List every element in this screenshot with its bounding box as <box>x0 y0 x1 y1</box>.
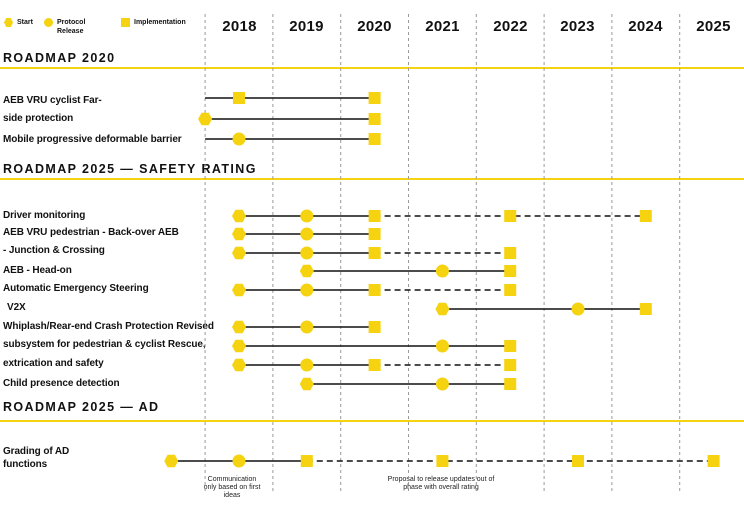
legend-start-label: Start <box>17 19 33 26</box>
protocol-marker <box>571 302 585 316</box>
row-label: Automatic Emergency Steering <box>3 283 149 294</box>
start-marker <box>435 302 450 316</box>
protocol-marker <box>300 283 314 297</box>
protocol-marker <box>300 209 314 223</box>
start-marker <box>299 377 314 391</box>
start-marker <box>232 320 246 334</box>
implementation-marker <box>639 303 652 315</box>
section-divider <box>0 178 744 180</box>
implementation-marker <box>504 284 517 296</box>
implementation-marker <box>368 247 381 259</box>
section-title-ad: ROADMAP 2025 — AD <box>3 400 160 414</box>
implementation-marker <box>504 247 517 259</box>
protocol-circle-icon <box>44 18 53 27</box>
year-2023: 2023 <box>560 18 595 35</box>
row-label: - Junction & Crossing <box>3 245 105 256</box>
year-2025: 2025 <box>696 18 731 35</box>
implementation-marker <box>504 359 517 371</box>
start-marker <box>198 112 213 126</box>
implementation-marker <box>368 228 381 240</box>
section-title-roadmap-2020: ROADMAP 2020 <box>3 51 116 65</box>
year-2020: 2020 <box>357 18 392 35</box>
section-divider <box>0 67 744 69</box>
year-2019: 2019 <box>289 18 324 35</box>
row-label: Mobile progressive deformable barrier <box>3 134 182 145</box>
year-2021: 2021 <box>425 18 460 35</box>
start-marker <box>232 227 246 241</box>
row-label: side protection <box>3 113 74 124</box>
row-label: AEB VRU cyclist Far- <box>3 95 102 106</box>
implementation-marker <box>504 265 517 277</box>
row-label: AEB - Head-on <box>3 265 72 276</box>
implementation-marker <box>639 210 652 222</box>
note-communication: Communication only based on first ideas <box>203 476 261 499</box>
legend-protocol-label: Protocol Release <box>57 19 86 35</box>
protocol-marker <box>435 339 449 353</box>
implementation-marker <box>504 378 517 390</box>
protocol-marker <box>232 132 246 146</box>
implementation-marker <box>368 92 381 104</box>
implementation-marker <box>436 455 449 467</box>
implementation-marker <box>233 92 245 104</box>
row-label: functions <box>3 459 48 470</box>
protocol-marker <box>300 358 314 372</box>
year-2018: 2018 <box>222 18 257 35</box>
implementation-marker <box>368 284 381 296</box>
legend-implementation-label: Implementation <box>134 19 186 26</box>
row-label: subsystem for pedestrian & cyclist Rescu… <box>3 339 206 350</box>
row-label: extrication and safety <box>3 358 104 369</box>
implementation-marker <box>572 455 584 467</box>
implementation-square-icon <box>121 18 130 27</box>
year-2022: 2022 <box>493 18 528 35</box>
protocol-marker <box>300 246 314 260</box>
start-marker <box>232 209 246 223</box>
row-label: Child presence detection <box>3 378 120 389</box>
implementation-marker <box>368 210 381 222</box>
start-marker <box>232 283 246 297</box>
implementation-marker <box>368 321 381 333</box>
implementation-marker <box>707 455 720 467</box>
row-label: AEB VRU pedestrian - Back-over AEB <box>3 227 179 238</box>
legend: Start Protocol Release Implementation <box>0 0 205 40</box>
protocol-marker <box>232 454 246 468</box>
start-marker <box>299 264 314 278</box>
protocol-marker <box>435 377 449 391</box>
implementation-marker <box>504 340 517 352</box>
start-marker <box>164 454 179 468</box>
note-proposal: Proposal to release updates out of phase… <box>387 476 495 491</box>
row-label: Grading of AD <box>3 446 70 457</box>
section-title-safety-rating: ROADMAP 2025 — SAFETY RATING <box>3 162 257 176</box>
protocol-marker <box>435 264 449 278</box>
start-hexagon-icon <box>4 18 13 27</box>
year-2024: 2024 <box>628 18 663 35</box>
section-divider <box>0 420 744 422</box>
implementation-marker <box>368 133 381 145</box>
protocol-marker <box>300 227 314 241</box>
start-marker <box>232 246 246 260</box>
implementation-marker <box>300 455 313 467</box>
implementation-marker <box>368 113 381 125</box>
implementation-marker <box>368 359 381 371</box>
implementation-marker <box>504 210 517 222</box>
row-label: Driver monitoring <box>3 210 86 221</box>
start-marker <box>232 339 246 353</box>
row-label: V2X <box>7 302 26 313</box>
start-marker <box>232 358 246 372</box>
protocol-marker <box>300 320 314 334</box>
row-label: Whiplash/Rear-end Crash Protection Revis… <box>3 321 214 332</box>
